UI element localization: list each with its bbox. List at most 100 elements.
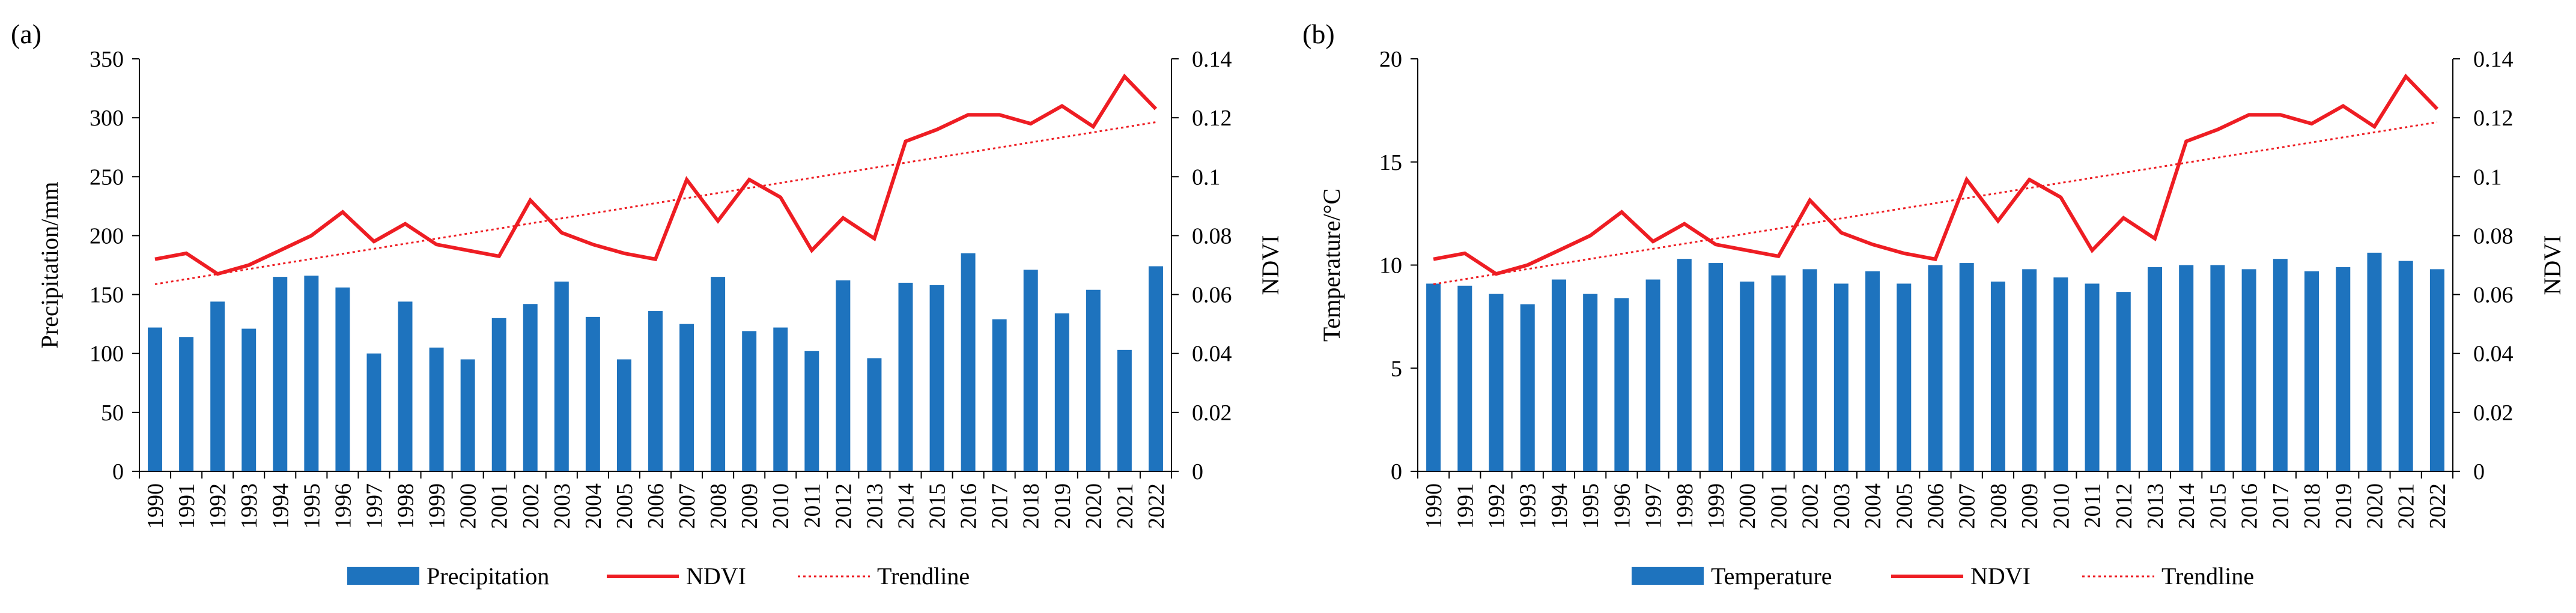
x-tick-label: 1993	[237, 483, 262, 529]
x-tick-label: 2006	[1924, 483, 1949, 529]
x-tick-label: 2014	[893, 483, 919, 529]
bar	[992, 319, 1007, 471]
ndvi-line	[154, 73, 1158, 276]
x-tick-label: 1998	[393, 483, 419, 529]
y-tick-label-left: 50	[101, 400, 124, 426]
x-tick-label: 2005	[612, 483, 637, 529]
y-tick-label-right: 0	[1192, 459, 1203, 485]
bar	[1959, 263, 1974, 471]
bar	[679, 324, 694, 471]
bar	[1583, 294, 1598, 471]
bar	[304, 276, 319, 471]
x-tick-label: 2003	[550, 483, 575, 529]
bar	[961, 253, 976, 471]
x-tick-label: 1996	[1609, 483, 1635, 529]
bar	[616, 359, 631, 471]
x-tick-label: 1991	[174, 483, 199, 529]
trendline	[1433, 121, 2438, 285]
x-tick-label: 1991	[1453, 483, 1478, 529]
bar	[1457, 285, 1472, 471]
x-tick-label: 2004	[581, 483, 606, 529]
x-tick-label: 1992	[1484, 483, 1510, 529]
x-tick-label: 2004	[1861, 483, 1886, 529]
x-tick-label: 2012	[2112, 483, 2137, 529]
bar	[836, 280, 851, 471]
bar	[1802, 269, 1817, 471]
bar	[1023, 270, 1038, 471]
y-tick-label-right: 0	[2473, 459, 2485, 485]
x-tick-label: 2018	[1019, 483, 1044, 529]
x-tick-label: 2016	[2237, 483, 2262, 529]
y-axis-title-right: NDVI	[1257, 235, 1284, 295]
bar	[2053, 277, 2068, 471]
bar	[773, 327, 788, 471]
x-tick-label: 2002	[1798, 483, 1823, 529]
y-tick-label-left: 150	[90, 283, 124, 308]
bar	[2304, 271, 2319, 471]
x-tick-label: 2003	[1829, 483, 1855, 529]
bar	[1426, 283, 1441, 471]
bar	[1614, 298, 1629, 471]
x-tick-label: 2013	[2143, 483, 2168, 529]
y-tick-label-left: 15	[1379, 150, 1402, 175]
bar	[2116, 292, 2131, 471]
y-tick-label-left: 20	[1379, 47, 1402, 72]
x-tick-label: 2018	[2300, 483, 2325, 529]
bar	[585, 316, 600, 471]
x-tick-label: 1997	[362, 483, 387, 529]
bar	[1117, 349, 1132, 471]
x-tick-label: 2015	[925, 483, 950, 529]
bar	[273, 277, 288, 471]
x-tick-label: 1990	[1421, 483, 1447, 529]
x-tick-label: 2009	[737, 483, 762, 529]
x-tick-label: 2021	[1113, 483, 1138, 529]
chart-panel-1: (b) 0 5 10 15 20 0 0.02 0.04 0.06 0.08 0.1 0.12 0.14 1…	[1302, 19, 2566, 590]
x-tick-label: 1999	[1704, 483, 1729, 529]
bar	[523, 304, 538, 471]
x-tick-label: 2010	[768, 483, 794, 529]
legend-label: Trendline	[877, 563, 970, 590]
legend: Temperature NDVI Trendline	[1632, 563, 2254, 590]
bar	[429, 347, 444, 471]
y-tick-label-right: 0.1	[2473, 165, 2502, 190]
x-tick-label: 2008	[1986, 483, 2011, 529]
y-axis-title-left: Temperature/°C	[1318, 189, 1345, 342]
bar	[648, 311, 663, 471]
x-tick-label: 2002	[518, 483, 544, 529]
bar	[1990, 281, 2005, 471]
x-tick-label: 2010	[2049, 483, 2074, 529]
legend-label: Temperature	[1711, 563, 1832, 590]
legend-label: Precipitation	[427, 563, 549, 590]
y-tick-label-left: 0	[1391, 459, 1402, 485]
x-tick-label: 1998	[1672, 483, 1698, 529]
y-tick-label-right: 0.1	[1192, 165, 1221, 190]
x-tick-label: 2011	[2080, 483, 2106, 528]
bar	[2022, 269, 2037, 471]
x-tick-label: 2000	[456, 483, 481, 529]
chart-panel-0: (a) 0 50 100 150 200 250 300 350 0 0.02 0.04 0.06 0.0…	[11, 19, 1284, 590]
bar	[742, 331, 757, 471]
bar	[2241, 269, 2256, 471]
bar	[804, 351, 819, 471]
y-tick-label-left: 10	[1379, 253, 1402, 279]
x-tick-label: 1997	[1641, 483, 1666, 529]
bar	[398, 301, 413, 471]
bar	[491, 318, 506, 471]
bar	[711, 277, 726, 471]
bar	[335, 287, 350, 471]
x-tick-label: 1993	[1516, 483, 1541, 529]
x-tick-label: 2011	[800, 483, 825, 528]
bar	[1054, 313, 1069, 471]
y-tick-label-right: 0.06	[2473, 283, 2514, 308]
bar	[2210, 265, 2225, 471]
legend-label: NDVI	[1970, 563, 2031, 590]
y-tick-label-left: 250	[90, 165, 124, 190]
y-tick-label-right: 0.08	[2473, 223, 2514, 249]
y-axis-title-left: Precipitation/mm	[36, 182, 63, 349]
bar	[1928, 265, 1943, 471]
x-tick-label: 2001	[487, 483, 512, 529]
legend-swatch-bar	[1632, 567, 1704, 585]
y-tick-label-right: 0.06	[1192, 283, 1232, 308]
bar	[1148, 266, 1163, 471]
